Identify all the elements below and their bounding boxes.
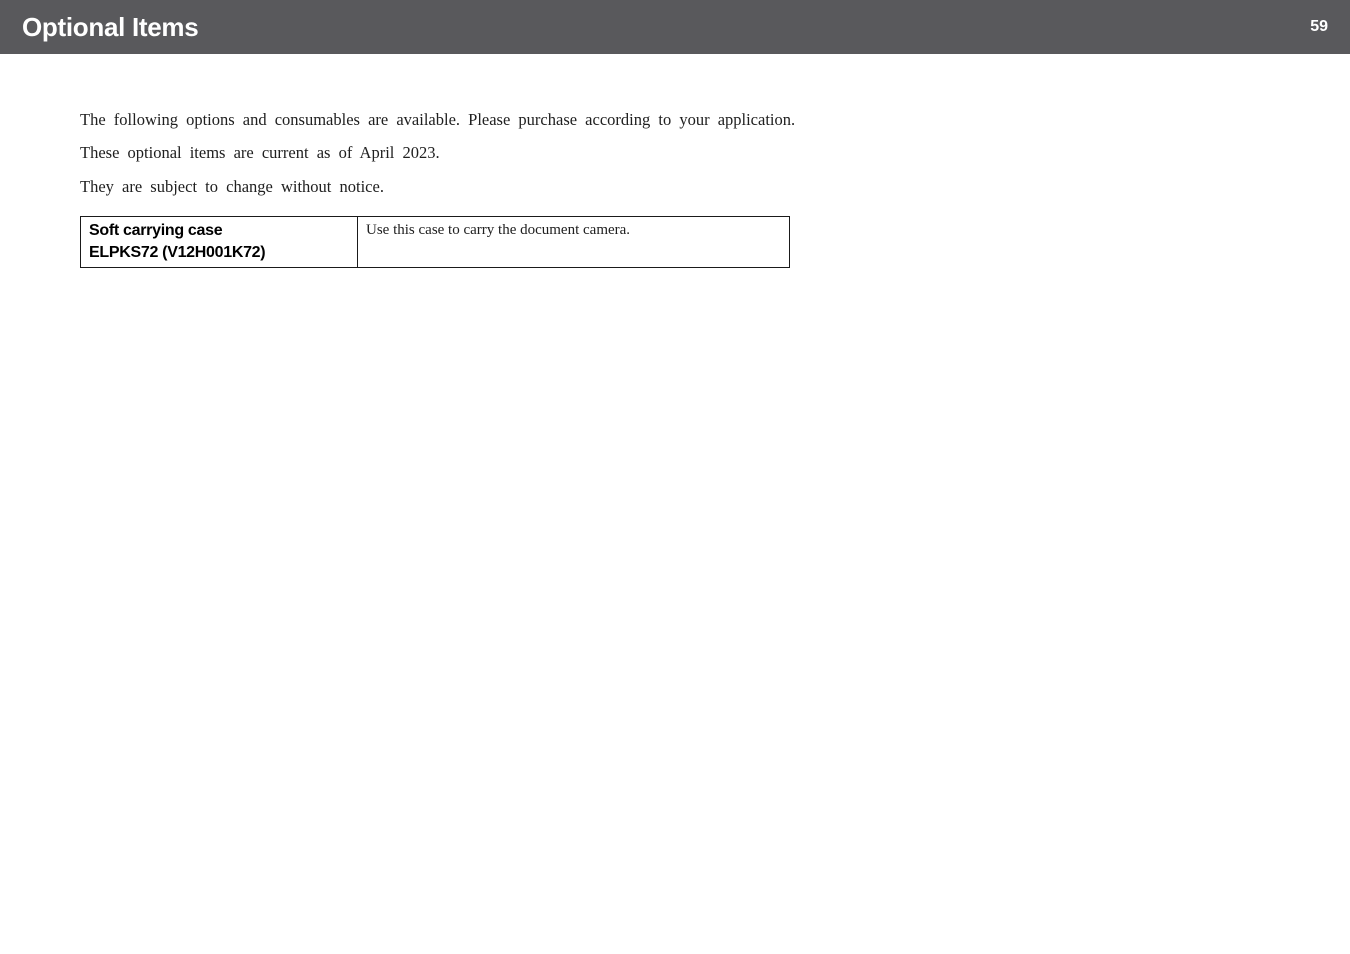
item-description: Use this case to carry the document came… <box>366 222 630 238</box>
intro-paragraph-3: They are subject to change without notic… <box>80 171 1350 202</box>
table-row: Soft carrying case ELPKS72 (V12H001K72) … <box>81 217 790 268</box>
optional-items-table: Soft carrying case ELPKS72 (V12H001K72) … <box>80 216 790 268</box>
page-title: Optional Items <box>22 12 198 43</box>
item-description-cell: Use this case to carry the document came… <box>358 217 790 268</box>
intro-paragraph-1: The following options and consumables ar… <box>80 104 1350 135</box>
page-header: Optional Items 59 <box>0 0 1350 54</box>
item-name-line2: ELPKS72 (V12H001K72) <box>89 244 265 261</box>
intro-paragraph-2: These optional items are current as of A… <box>80 137 1350 168</box>
page-number: 59 <box>1310 18 1328 36</box>
item-name-line1: Soft carrying case <box>89 222 222 239</box>
item-name-cell: Soft carrying case ELPKS72 (V12H001K72) <box>81 217 358 268</box>
page-content: The following options and consumables ar… <box>0 54 1350 268</box>
